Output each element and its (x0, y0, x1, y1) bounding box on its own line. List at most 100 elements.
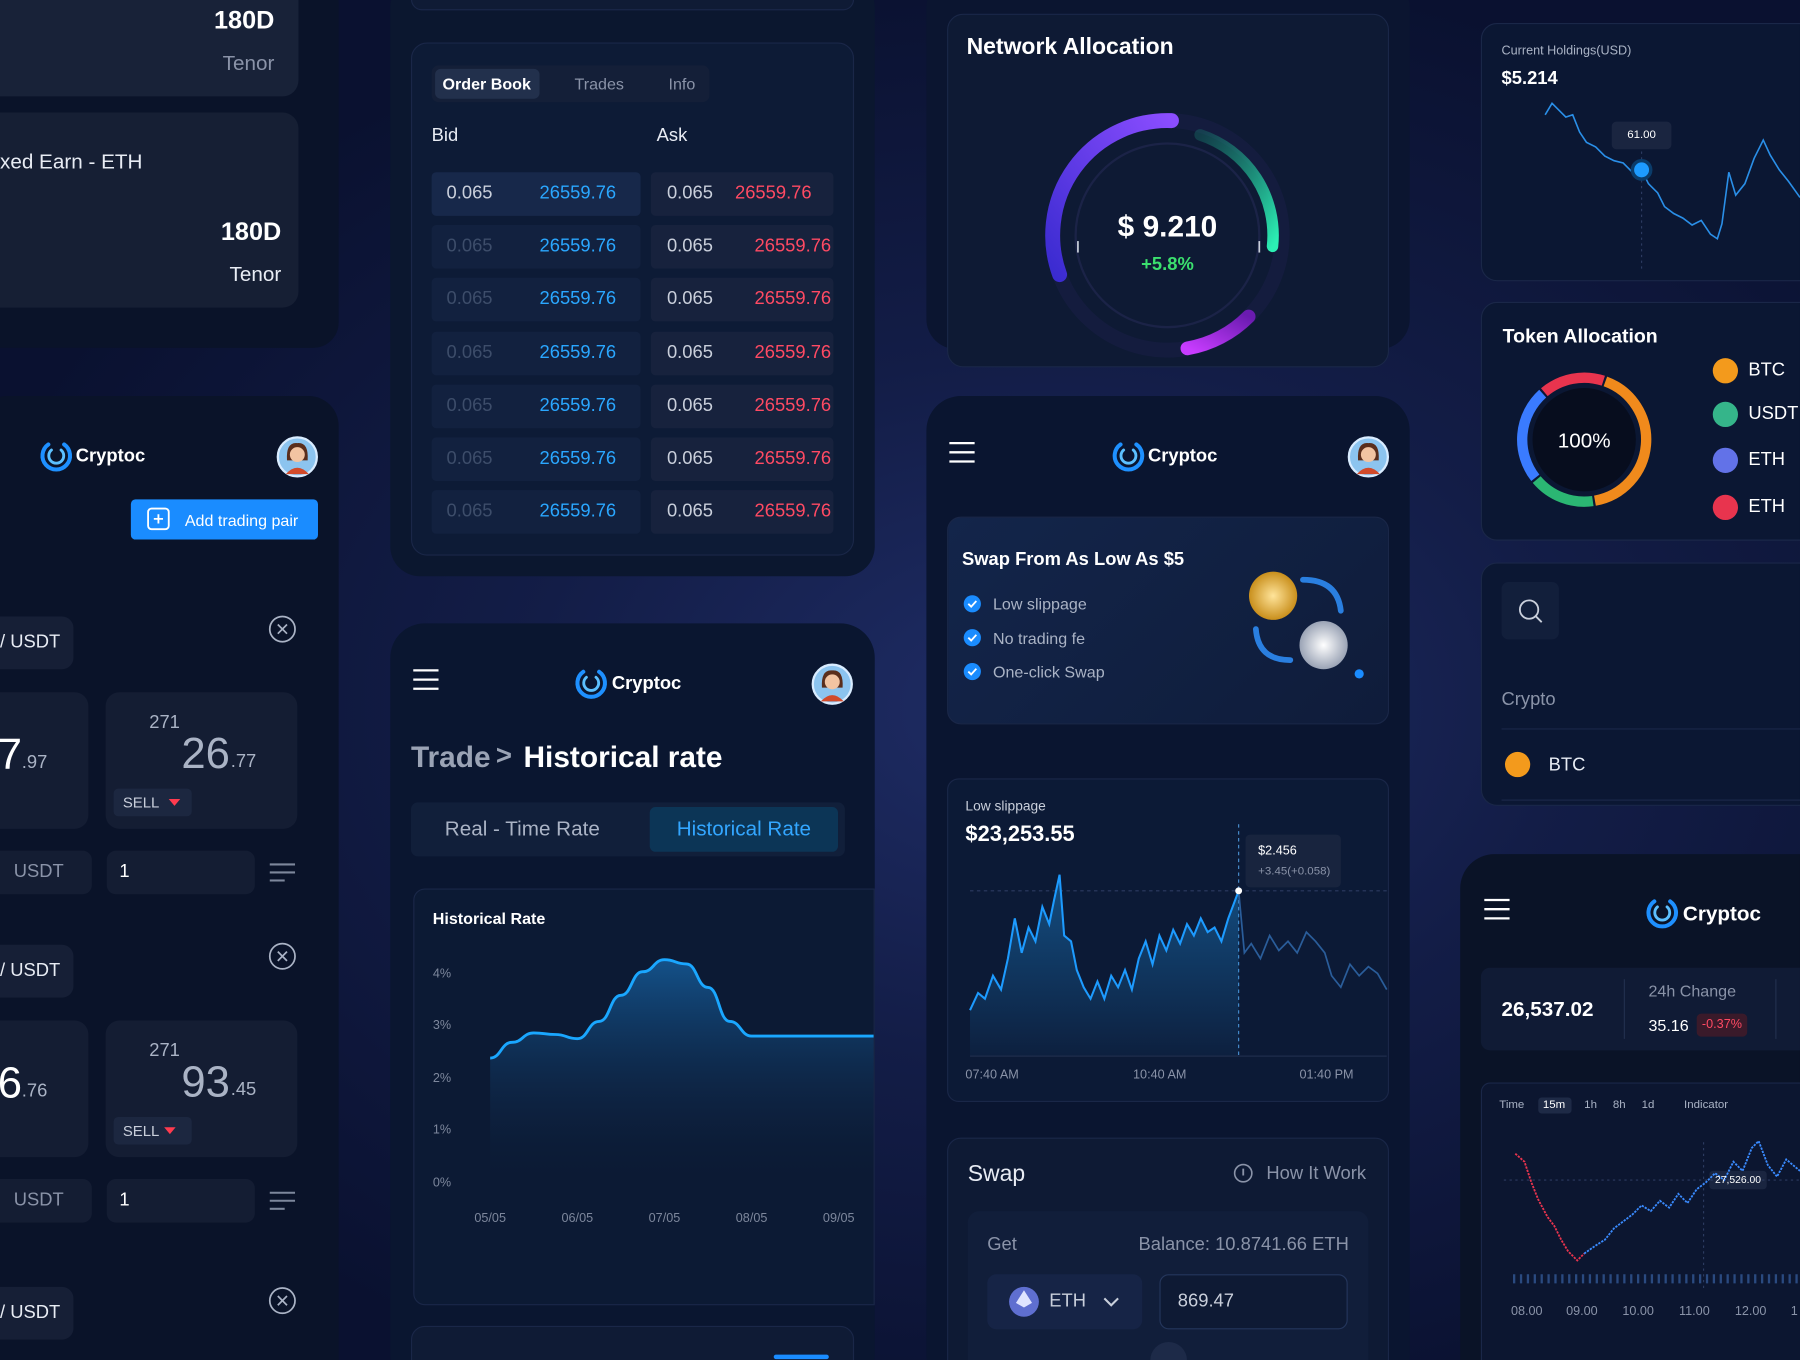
stats-card (1480, 967, 1800, 1051)
ask-size: 0.065 (666, 289, 713, 310)
bid-row (431, 384, 641, 428)
price-box (0, 692, 89, 829)
gauge-segment (1045, 113, 1179, 283)
price-box (0, 1020, 89, 1158)
amount-input[interactable] (1159, 1274, 1348, 1330)
gauge-track (1074, 142, 1261, 329)
token-icon (1712, 358, 1739, 384)
swap-arrow (1300, 576, 1344, 614)
tab[interactable]: Real - Time Rate (444, 817, 600, 841)
time-label: 1 (1790, 1304, 1798, 1319)
market-price: 26,537.02 (1501, 997, 1594, 1021)
field-label: Get (987, 1235, 1017, 1255)
active-tab[interactable] (649, 807, 839, 852)
pair-name[interactable]: / USDT (0, 632, 61, 653)
token-icon (1015, 1290, 1033, 1308)
close-icon (277, 1295, 288, 1306)
quantity-input[interactable] (106, 1178, 255, 1223)
quantity-input[interactable] (106, 850, 255, 895)
bid-row (431, 331, 641, 375)
ask-row (650, 225, 834, 269)
gauge-change: +5.8% (1141, 254, 1194, 275)
price-line (1237, 890, 1388, 990)
tab[interactable]: Info (668, 74, 696, 93)
token-name[interactable]: ETH (1049, 1291, 1086, 1311)
tooltip (1709, 1170, 1767, 1190)
token-icon (1712, 401, 1739, 428)
bid-row (431, 172, 641, 216)
check-icon (963, 595, 981, 613)
toolbar-item[interactable]: 15m (1542, 1098, 1566, 1112)
button-label[interactable]: Add trading pair (184, 510, 299, 530)
close-icon (277, 951, 288, 962)
amount-value[interactable]: 869.47 (1177, 1291, 1234, 1311)
time-label: 10.00 (1622, 1304, 1654, 1319)
toolbar-item[interactable]: 1d (1641, 1098, 1655, 1112)
tab[interactable]: Historical Rate (676, 817, 812, 841)
price-integer: 7 (0, 731, 22, 780)
side-label[interactable]: SELL (122, 793, 160, 812)
pair-chip[interactable] (0, 1286, 74, 1340)
y-tick-label: 1% (432, 1123, 452, 1138)
pair-chip[interactable] (0, 944, 74, 998)
brand-name: Cryptoc (611, 673, 682, 694)
tab-indicator (773, 1354, 829, 1360)
tab[interactable]: Order Book (442, 74, 531, 93)
candles-down (1514, 1153, 1585, 1262)
side-select[interactable] (113, 1116, 192, 1145)
help-link[interactable]: How It Work (1266, 1164, 1367, 1184)
earn-row (0, 112, 299, 308)
pair-chip[interactable] (0, 616, 74, 670)
bid-price: 26559.76 (539, 448, 617, 469)
logo-icon (1653, 905, 1672, 922)
time-label: 11.00 (1679, 1304, 1710, 1319)
bid-size: 0.065 (446, 236, 493, 257)
quantity-value[interactable]: 1 (119, 862, 130, 882)
ask-size: 0.065 (666, 448, 713, 469)
pair-name[interactable]: / USDT (0, 960, 61, 981)
x-tick-label: 09/05 (822, 1211, 855, 1226)
bid-size: 0.065 (446, 289, 493, 310)
bid-size: 0.065 (446, 448, 493, 469)
token-legend: USDT (1748, 404, 1799, 424)
token-legend: ETH (1748, 449, 1786, 470)
check-icon (967, 600, 978, 609)
check-icon (967, 668, 978, 676)
ask-size: 0.065 (666, 501, 713, 522)
tooltip-value: 27,526.00 (1715, 1173, 1761, 1186)
ask-row (650, 331, 834, 375)
ask-price: 26559.76 (754, 395, 832, 416)
y-tick-label: 3% (432, 1019, 452, 1033)
logo-icon (1646, 899, 1678, 929)
price-integer: 6 (0, 1059, 22, 1108)
chart-title: Historical Rate (432, 909, 546, 928)
toolbar-item[interactable]: 1h (1584, 1098, 1597, 1112)
side-select[interactable] (113, 788, 192, 817)
active-interval[interactable] (1538, 1097, 1572, 1114)
change-badge (1696, 1013, 1748, 1037)
amount-decimal: .77 (230, 751, 257, 772)
search-button[interactable] (1501, 582, 1559, 640)
pair-name[interactable]: / USDT (0, 1302, 61, 1323)
gauge-segment (1194, 129, 1279, 253)
side-label[interactable]: SELL (122, 1122, 160, 1140)
time-label: 08.00 (1510, 1304, 1543, 1319)
avatar (289, 447, 305, 463)
coin (1248, 571, 1298, 620)
ask-size: 0.065 (666, 342, 713, 363)
logo-icon (1112, 442, 1145, 472)
ask-price: 26559.76 (754, 342, 832, 363)
close-icon (268, 942, 296, 970)
rate-line (489, 958, 874, 1060)
tab[interactable]: Trades (574, 74, 624, 93)
avatar (820, 695, 844, 702)
bid-price: 26559.76 (539, 395, 617, 416)
bid-size: 0.065 (446, 395, 493, 416)
toolbar-item[interactable]: 8h (1612, 1098, 1626, 1112)
toolbar-item[interactable]: Indicator (1684, 1098, 1729, 1112)
gauge-segment (1180, 309, 1256, 356)
quantity-value[interactable]: 1 (119, 1190, 130, 1210)
avatar (824, 674, 840, 690)
